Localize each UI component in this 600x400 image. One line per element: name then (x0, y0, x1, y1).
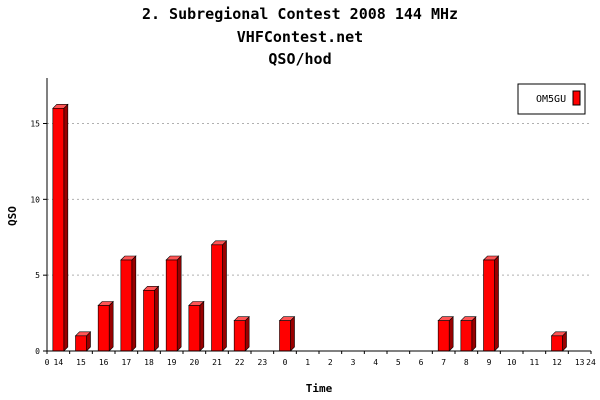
bar-front (211, 244, 223, 352)
bar-front (551, 335, 563, 352)
y-tick-label: 0 (35, 347, 40, 356)
bar-front (437, 320, 450, 352)
x-tick-label: 11 (530, 358, 540, 367)
x-tick-label: 17 (122, 358, 132, 367)
bar-side (154, 285, 159, 352)
bar (97, 300, 114, 352)
x-tick-label: 1 (305, 358, 310, 367)
bar (52, 103, 69, 352)
x-tick-label: 4 (373, 358, 378, 367)
x-tick-label: 20 (190, 358, 200, 367)
bar (210, 240, 228, 352)
x-tick-label: 21 (212, 358, 222, 367)
bar-front (52, 108, 65, 352)
x-tick-label: 9 (487, 358, 492, 367)
chart-unit-title: QSO/hod (268, 50, 331, 68)
bar-front (97, 305, 110, 352)
bar (278, 315, 296, 352)
bar-side (63, 103, 69, 352)
x-tick-label: 0 (283, 358, 288, 367)
bar-front (483, 259, 495, 352)
legend-swatch (572, 90, 581, 106)
bar-side (471, 315, 477, 352)
bar-side (222, 240, 227, 352)
bar-side (244, 315, 250, 352)
bar (460, 315, 477, 352)
x-axis-label: Time (306, 382, 333, 395)
x-tick-label: 22 (235, 358, 245, 367)
bar (74, 331, 92, 352)
x-tick-label: 13 (575, 358, 585, 367)
legend: OM5GU (517, 83, 586, 115)
x-tick-label: 10 (507, 358, 517, 367)
x-axis-end-label: 24 (586, 358, 596, 367)
bar (482, 255, 500, 352)
bar-side (176, 255, 182, 352)
bar (188, 300, 205, 352)
x-tick-label: 2 (328, 358, 333, 367)
y-axis-label: QSO (6, 206, 19, 226)
bars-group (52, 103, 568, 352)
bar-side (199, 300, 205, 352)
x-tick-label: 16 (99, 358, 109, 367)
x-tick-label: 8 (464, 358, 469, 367)
bar-side (290, 315, 295, 352)
x-tick-label: 15 (76, 358, 86, 367)
bar (142, 285, 160, 352)
bar-front (233, 320, 246, 352)
x-tick-label: 5 (396, 358, 401, 367)
x-ticks: 14 15 16 17 18 19 20 21 22 23 0 1 2 3 4 5 6 7 8 9 10 11 12 13 (46, 351, 592, 367)
bar-front (188, 305, 201, 352)
y-tick-label: 15 (30, 120, 40, 129)
x-tick-label: 3 (351, 358, 356, 367)
grid-lines (47, 123, 591, 276)
x-tick-label: 6 (419, 358, 424, 367)
bar (437, 315, 454, 352)
bar-side (494, 255, 499, 352)
x-tick-label: 23 (258, 358, 268, 367)
chart-subtitle: VHFContest.net (237, 28, 363, 46)
bar-side (108, 300, 114, 352)
bar-front (120, 259, 133, 352)
bar (550, 331, 568, 352)
bar-front (165, 259, 178, 352)
x-tick-label: 12 (552, 358, 562, 367)
y-tick-label: 10 (30, 195, 40, 204)
bar-front (460, 320, 473, 352)
bar-front (75, 335, 87, 352)
y-tick-label: 5 (35, 271, 40, 280)
x-tick-label: 7 (441, 358, 446, 367)
bar (165, 255, 182, 352)
bar-side (448, 315, 454, 352)
bar (233, 315, 250, 352)
bar-side (131, 255, 137, 352)
x-axis-start-label: 0 (45, 358, 50, 367)
x-tick-label: 19 (167, 358, 177, 367)
bar-front (143, 290, 155, 352)
x-tick-label: 14 (54, 358, 64, 367)
x-tick-label: 18 (144, 358, 154, 367)
chart-title: 2. Subregional Contest 2008 144 MHz (142, 5, 458, 23)
y-ticks: 0 5 10 15 (30, 120, 47, 356)
bar-front (279, 320, 291, 352)
legend-series-label: OM5GU (536, 94, 566, 105)
bar (120, 255, 137, 352)
